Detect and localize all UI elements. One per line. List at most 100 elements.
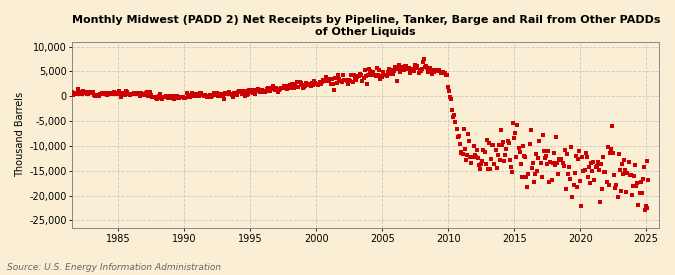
Point bbox=[312, 81, 323, 86]
Point bbox=[412, 64, 423, 68]
Point bbox=[569, 170, 580, 175]
Point bbox=[203, 94, 214, 98]
Point bbox=[81, 92, 92, 96]
Point bbox=[281, 87, 292, 92]
Point bbox=[114, 89, 125, 93]
Point bbox=[532, 169, 543, 173]
Point bbox=[643, 178, 653, 182]
Point bbox=[454, 142, 465, 146]
Point bbox=[89, 92, 100, 97]
Point bbox=[198, 93, 209, 97]
Point bbox=[418, 60, 429, 64]
Point bbox=[243, 91, 254, 96]
Point bbox=[388, 72, 399, 76]
Point bbox=[642, 206, 653, 210]
Point bbox=[506, 164, 516, 169]
Point bbox=[623, 160, 634, 164]
Point bbox=[635, 180, 646, 184]
Point bbox=[539, 155, 550, 160]
Point bbox=[497, 143, 508, 147]
Point bbox=[77, 92, 88, 97]
Point bbox=[601, 180, 612, 185]
Point bbox=[402, 67, 413, 72]
Y-axis label: Thousand Barrels: Thousand Barrels bbox=[15, 92, 25, 177]
Point bbox=[130, 91, 140, 96]
Point bbox=[549, 163, 560, 167]
Point bbox=[587, 169, 597, 173]
Point bbox=[504, 141, 514, 145]
Point bbox=[360, 74, 371, 78]
Point bbox=[527, 161, 538, 166]
Point bbox=[200, 92, 211, 97]
Point bbox=[130, 92, 141, 96]
Point bbox=[542, 162, 553, 167]
Point bbox=[145, 90, 156, 94]
Point bbox=[483, 140, 494, 145]
Point bbox=[227, 95, 238, 99]
Point bbox=[333, 73, 344, 77]
Point bbox=[420, 65, 431, 69]
Point bbox=[358, 76, 369, 80]
Point bbox=[273, 89, 284, 94]
Point bbox=[196, 91, 207, 95]
Point bbox=[156, 96, 167, 100]
Point bbox=[205, 92, 215, 97]
Point bbox=[576, 204, 587, 208]
Point bbox=[172, 96, 183, 101]
Point bbox=[423, 70, 434, 74]
Point bbox=[314, 80, 325, 84]
Point bbox=[357, 79, 368, 84]
Point bbox=[258, 90, 269, 94]
Point bbox=[456, 150, 467, 154]
Point bbox=[605, 147, 616, 151]
Point bbox=[480, 162, 491, 166]
Point bbox=[308, 79, 319, 83]
Point bbox=[624, 172, 635, 177]
Point bbox=[112, 92, 123, 97]
Point bbox=[578, 169, 589, 173]
Point bbox=[294, 80, 304, 85]
Point bbox=[125, 92, 136, 97]
Point bbox=[338, 78, 349, 82]
Point bbox=[279, 84, 290, 89]
Point bbox=[411, 65, 422, 70]
Point bbox=[252, 89, 263, 93]
Point bbox=[400, 64, 411, 68]
Point bbox=[303, 83, 314, 87]
Point bbox=[544, 180, 555, 185]
Point bbox=[432, 68, 443, 72]
Point bbox=[198, 94, 209, 98]
Point bbox=[74, 92, 84, 96]
Point bbox=[608, 151, 618, 155]
Point bbox=[522, 185, 533, 189]
Point bbox=[383, 67, 394, 71]
Point bbox=[284, 85, 294, 90]
Point bbox=[345, 78, 356, 83]
Point bbox=[244, 87, 254, 92]
Point bbox=[289, 86, 300, 90]
Point bbox=[95, 92, 105, 96]
Point bbox=[226, 93, 237, 98]
Text: Source: U.S. Energy Information Administration: Source: U.S. Energy Information Administ… bbox=[7, 263, 221, 272]
Point bbox=[184, 95, 195, 100]
Point bbox=[545, 160, 556, 164]
Point bbox=[235, 90, 246, 94]
Point bbox=[261, 89, 271, 93]
Point bbox=[259, 89, 270, 94]
Point bbox=[439, 71, 450, 75]
Point bbox=[240, 89, 251, 93]
Point bbox=[553, 171, 564, 176]
Point bbox=[97, 91, 107, 95]
Point bbox=[523, 172, 534, 176]
Point bbox=[409, 69, 420, 74]
Point bbox=[416, 67, 427, 71]
Point bbox=[91, 93, 102, 98]
Point bbox=[210, 93, 221, 97]
Point bbox=[178, 95, 189, 100]
Point bbox=[228, 91, 239, 95]
Point bbox=[327, 82, 338, 86]
Point bbox=[359, 68, 370, 72]
Point bbox=[567, 194, 578, 199]
Point bbox=[509, 136, 520, 140]
Point bbox=[221, 91, 232, 95]
